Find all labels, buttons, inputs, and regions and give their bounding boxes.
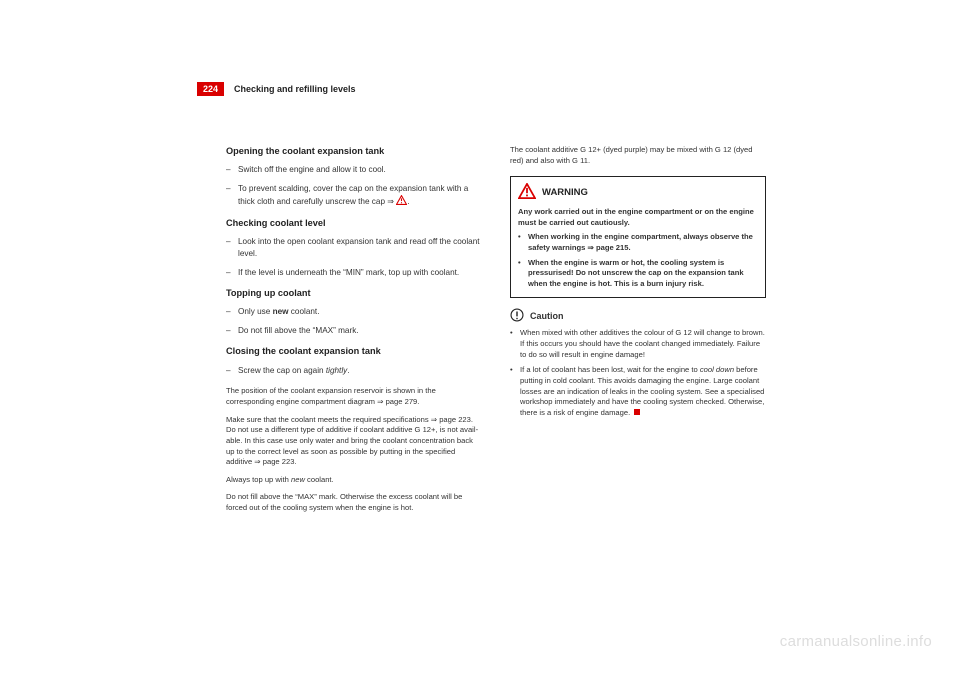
caution-heading: Caution (510, 308, 766, 326)
text-fragment: . (347, 366, 349, 375)
dash-icon: – (226, 267, 238, 279)
page-number-badge: 224 (197, 82, 224, 96)
text-fragment: If a lot of coolant has been lost, wait … (520, 365, 700, 374)
watermark: carmanualsonline.info (780, 633, 932, 650)
text-fragment: Screw the cap on again (238, 366, 326, 375)
step-item: – Only use new coolant. (226, 306, 482, 318)
text-fragment: . (407, 197, 409, 206)
caution-label: Caution (530, 310, 564, 323)
step-text: Look into the open coolant expansion tan… (238, 236, 482, 260)
chapter-title: Checking and refilling levels (234, 84, 356, 94)
caution-body: • When mixed with other additives the co… (510, 328, 766, 418)
end-square-icon (634, 409, 640, 415)
warning-bullet: • When working in the engine compartment… (518, 232, 758, 253)
caution-bullet: • When mixed with other additives the co… (510, 328, 766, 360)
text-fragment: Only use (238, 307, 273, 316)
heading-closing-tank: Closing the coolant expansion tank (226, 345, 482, 358)
body-paragraph: Do not fill above the “MAX” mark. Otherw… (226, 492, 482, 513)
dash-icon: – (226, 236, 238, 260)
step-text: Switch off the engine and allow it to co… (238, 164, 482, 176)
body-paragraph: Always top up with new coolant. (226, 475, 482, 486)
caution-text: If a lot of coolant has been lost, wait … (520, 365, 766, 418)
heading-topping-up: Topping up coolant (226, 287, 482, 300)
right-column: The coolant additive G 12+ (dyed purple)… (510, 145, 766, 521)
body-paragraph: The position of the coolant expansion re… (226, 386, 482, 407)
text-fragment-italic: tightly (326, 366, 347, 375)
page-header: 224 Checking and refilling levels (197, 82, 757, 96)
warning-label: WARNING (542, 186, 588, 200)
step-item: – Switch off the engine and allow it to … (226, 164, 482, 176)
text-fragment-italic: new (291, 475, 305, 484)
left-column: Opening the coolant expansion tank – Swi… (226, 145, 482, 521)
step-item: – Do not fill above the “MAX” mark. (226, 325, 482, 337)
dash-icon: – (226, 365, 238, 377)
page-content: Opening the coolant expansion tank – Swi… (226, 145, 766, 521)
warning-text: When working in the engine compartment, … (528, 232, 758, 253)
bullet-icon: • (518, 258, 528, 290)
caution-bullet: • If a lot of coolant has been lost, wai… (510, 365, 766, 418)
warning-triangle-icon (518, 183, 536, 203)
heading-opening-tank: Opening the coolant expansion tank (226, 145, 482, 158)
body-paragraph: The coolant additive G 12+ (dyed purple)… (510, 145, 766, 166)
dash-icon: – (226, 306, 238, 318)
step-text: Screw the cap on again tightly. (238, 365, 482, 377)
dash-icon: – (226, 183, 238, 209)
caution-circle-icon (510, 308, 524, 326)
step-text: If the level is underneath the “MIN” mar… (238, 267, 482, 279)
text-fragment-bold: new (273, 307, 289, 316)
warning-text: When the engine is warm or hot, the cool… (528, 258, 758, 290)
warning-box: WARNING Any work carried out in the engi… (510, 176, 766, 297)
body-paragraph: Make sure that the coolant meets the req… (226, 415, 482, 468)
step-item: – To prevent scalding, cover the cap on … (226, 183, 482, 209)
step-item: – Look into the open coolant expansion t… (226, 236, 482, 260)
warning-text: Any work carried out in the engine compa… (518, 207, 758, 228)
heading-checking-level: Checking coolant level (226, 217, 482, 230)
text-fragment: coolant. (305, 475, 334, 484)
warning-bullet: • When the engine is warm or hot, the co… (518, 258, 758, 290)
dash-icon: – (226, 164, 238, 176)
text-fragment: Always top up with (226, 475, 291, 484)
warning-body: Any work carried out in the engine compa… (518, 207, 758, 289)
text-fragment: To prevent scalding, cover the cap on th… (238, 184, 468, 206)
step-text: To prevent scalding, cover the cap on th… (238, 183, 482, 209)
warning-triangle-icon (396, 195, 407, 209)
warning-heading: WARNING (518, 183, 758, 203)
bullet-icon: • (510, 328, 520, 360)
step-text: Do not fill above the “MAX” mark. (238, 325, 482, 337)
text-fragment: coolant. (289, 307, 320, 316)
bullet-icon: • (510, 365, 520, 418)
step-item: – Screw the cap on again tightly. (226, 365, 482, 377)
caution-text: When mixed with other additives the colo… (520, 328, 766, 360)
step-text: Only use new coolant. (238, 306, 482, 318)
bullet-icon: • (518, 232, 528, 253)
step-item: – If the level is underneath the “MIN” m… (226, 267, 482, 279)
text-fragment-italic: cool down (700, 365, 734, 374)
dash-icon: – (226, 325, 238, 337)
